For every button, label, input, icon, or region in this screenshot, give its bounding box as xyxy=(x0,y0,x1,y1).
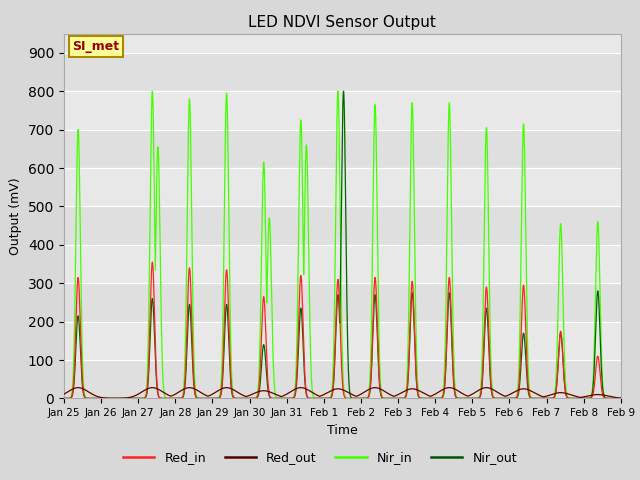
Bar xyxy=(64,360,621,398)
Title: LED NDVI Sensor Output: LED NDVI Sensor Output xyxy=(248,15,436,30)
Bar xyxy=(64,283,621,322)
Bar xyxy=(64,130,621,168)
Bar xyxy=(64,53,621,91)
X-axis label: Time: Time xyxy=(327,424,358,437)
Text: SI_met: SI_met xyxy=(72,40,120,53)
Legend: Red_in, Red_out, Nir_in, Nir_out: Red_in, Red_out, Nir_in, Nir_out xyxy=(118,446,522,469)
Y-axis label: Output (mV): Output (mV) xyxy=(10,177,22,255)
Bar xyxy=(64,206,621,245)
